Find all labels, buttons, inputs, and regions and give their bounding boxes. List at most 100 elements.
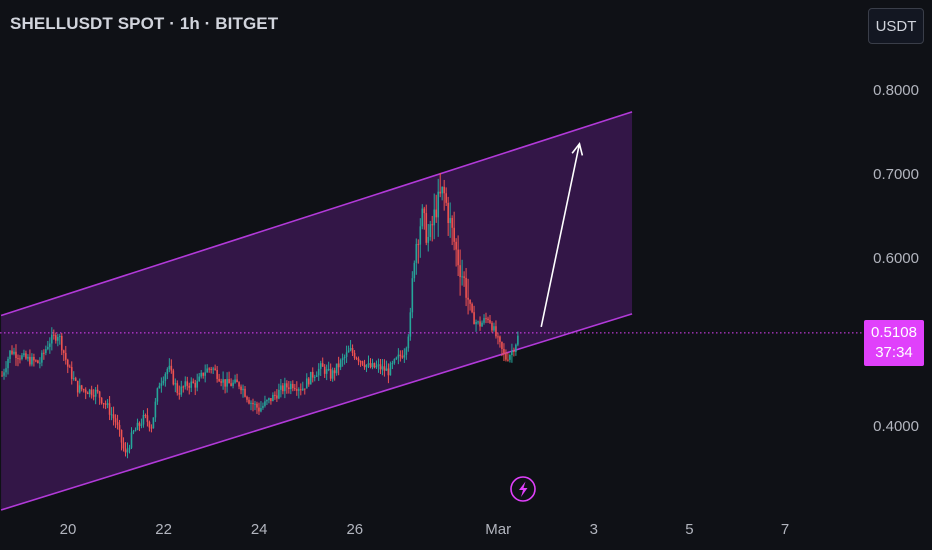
candle bbox=[365, 364, 368, 373]
candle bbox=[405, 346, 408, 360]
candle bbox=[449, 202, 451, 238]
candle bbox=[194, 379, 197, 396]
candle bbox=[196, 373, 199, 392]
candle bbox=[78, 378, 81, 394]
candle bbox=[296, 381, 298, 396]
candle bbox=[57, 333, 59, 347]
candle bbox=[72, 371, 75, 381]
candle bbox=[284, 377, 286, 399]
candle bbox=[317, 363, 320, 381]
candle bbox=[425, 204, 428, 246]
candle bbox=[395, 356, 398, 361]
candle bbox=[168, 358, 171, 373]
channel-lower-line[interactable] bbox=[0, 313, 633, 511]
candle bbox=[315, 371, 318, 378]
candle bbox=[266, 399, 268, 405]
candle bbox=[391, 360, 394, 370]
candle bbox=[453, 211, 455, 251]
candle bbox=[477, 320, 479, 325]
candle bbox=[150, 424, 153, 433]
candle bbox=[341, 353, 344, 367]
candle bbox=[292, 380, 294, 392]
candle bbox=[68, 364, 71, 368]
candle bbox=[467, 278, 469, 315]
candle bbox=[112, 406, 115, 426]
candle bbox=[146, 408, 149, 427]
candle bbox=[120, 429, 123, 451]
symbol-title[interactable]: SHELLUSDT SPOT · 1h · BITGET bbox=[10, 14, 279, 33]
candle bbox=[515, 343, 517, 356]
candle bbox=[403, 348, 406, 363]
candle bbox=[9, 350, 11, 364]
candle bbox=[118, 419, 121, 437]
candle bbox=[465, 268, 467, 307]
candle bbox=[186, 376, 189, 391]
candle bbox=[7, 356, 9, 375]
candle bbox=[230, 378, 232, 387]
candle bbox=[288, 381, 290, 394]
candle bbox=[246, 395, 248, 403]
candle bbox=[415, 238, 418, 275]
candle bbox=[439, 172, 442, 198]
candle bbox=[443, 179, 445, 211]
candle bbox=[441, 186, 443, 201]
candle bbox=[389, 361, 392, 376]
candle bbox=[411, 271, 414, 319]
x-tick-label: 5 bbox=[685, 521, 693, 538]
candle bbox=[204, 364, 206, 383]
candle bbox=[385, 360, 388, 371]
candle bbox=[421, 204, 424, 230]
candle bbox=[208, 367, 210, 373]
candle bbox=[423, 206, 426, 230]
candle bbox=[114, 414, 117, 428]
x-tick-label: 26 bbox=[346, 521, 363, 538]
candle bbox=[264, 395, 266, 408]
candle bbox=[29, 349, 31, 367]
candle bbox=[180, 380, 183, 397]
plot-area bbox=[0, 111, 864, 511]
y-axis[interactable]: 0.8000 0.7000 0.6000 0.4000 bbox=[873, 82, 919, 435]
candle bbox=[102, 402, 105, 409]
candle bbox=[23, 349, 25, 358]
candle bbox=[178, 385, 181, 400]
candle bbox=[43, 349, 45, 360]
candle bbox=[13, 347, 15, 356]
candle bbox=[132, 429, 135, 435]
candle bbox=[210, 366, 212, 374]
candle bbox=[128, 444, 131, 454]
candle bbox=[164, 372, 167, 387]
candle bbox=[236, 373, 238, 383]
candle bbox=[140, 418, 143, 429]
candle bbox=[339, 358, 342, 371]
candle bbox=[301, 381, 304, 391]
candle bbox=[216, 366, 218, 383]
lightning-icon[interactable] bbox=[510, 476, 536, 502]
candle bbox=[156, 387, 159, 405]
candle bbox=[260, 401, 262, 413]
candle bbox=[427, 224, 430, 252]
candle bbox=[106, 399, 109, 409]
candle bbox=[409, 307, 412, 341]
candle bbox=[483, 314, 485, 325]
candle bbox=[138, 421, 141, 432]
candle bbox=[192, 378, 195, 384]
candle bbox=[335, 363, 338, 376]
candle bbox=[222, 371, 224, 390]
candle bbox=[327, 361, 330, 372]
candle bbox=[487, 316, 489, 324]
candle bbox=[393, 358, 396, 365]
candle bbox=[252, 398, 254, 412]
candle bbox=[383, 359, 386, 377]
channel-upper-line[interactable] bbox=[0, 111, 633, 317]
candle bbox=[451, 215, 453, 246]
candle bbox=[166, 367, 169, 380]
candle bbox=[39, 357, 41, 369]
candle bbox=[489, 315, 491, 324]
candle bbox=[116, 414, 119, 430]
candles-group bbox=[1, 172, 519, 459]
projection-arrow[interactable] bbox=[540, 141, 584, 328]
x-axis[interactable]: 20 22 24 26 Mar 3 5 7 bbox=[60, 521, 790, 538]
currency-button[interactable]: USDT bbox=[868, 8, 924, 44]
candle bbox=[491, 321, 493, 333]
